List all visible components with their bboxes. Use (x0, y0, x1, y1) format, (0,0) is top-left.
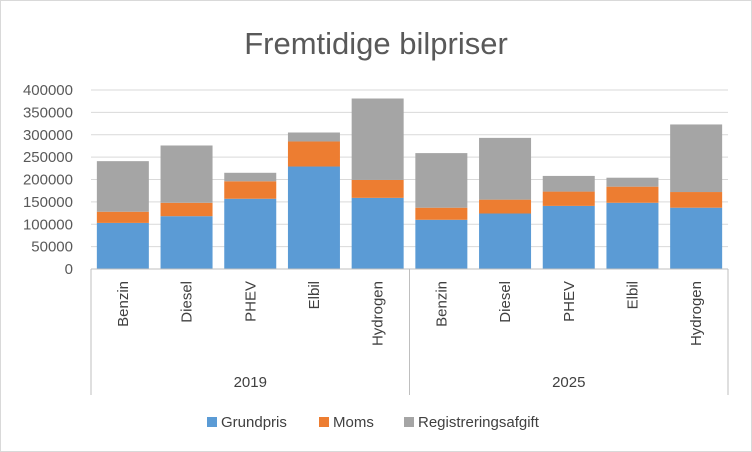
bar-segment-registreringsafgift (96, 161, 149, 212)
bar-segment-grundpris (670, 207, 723, 269)
x-category-label: Benzin (433, 281, 450, 327)
bar-segment-grundpris (160, 216, 213, 269)
y-tick-label: 400000 (23, 82, 73, 99)
bar-segment-grundpris (606, 202, 659, 269)
bar-segment-grundpris (96, 222, 149, 269)
bar-segment-moms (160, 202, 213, 217)
bar-segment-registreringsafgift (606, 177, 659, 187)
y-tick-label: 0 (65, 261, 73, 278)
x-category-label: PHEV (561, 281, 578, 322)
bar-segment-moms (606, 186, 659, 203)
y-tick-label: 350000 (23, 104, 73, 121)
x-category-label: Hydrogen (688, 281, 705, 346)
bar-segment-moms (479, 199, 532, 214)
bar-segment-registreringsafgift (351, 98, 404, 180)
bar-segment-registreringsafgift (224, 172, 277, 182)
y-tick-label: 100000 (23, 216, 73, 233)
y-tick-label: 300000 (23, 127, 73, 144)
bar-segment-moms (224, 181, 277, 199)
bar-segment-grundpris (415, 219, 468, 269)
bar-segment-moms (670, 192, 723, 208)
legend-label: Moms (333, 414, 374, 431)
chart-title: Fremtidige bilpriser (244, 26, 508, 61)
legend-swatch (207, 417, 217, 427)
bar-segment-registreringsafgift (287, 132, 340, 142)
x-category-label: Hydrogen (370, 281, 387, 346)
bar-segment-registreringsafgift (160, 145, 213, 203)
legend-swatch (404, 417, 414, 427)
x-group-label: 2019 (234, 374, 267, 391)
x-category-label: Benzin (115, 281, 132, 327)
bar-segment-moms (287, 141, 340, 167)
x-category-label: Diesel (497, 281, 514, 323)
bar-segment-grundpris (287, 166, 340, 269)
x-category-label: Elbil (624, 281, 641, 309)
bar-segment-grundpris (351, 197, 404, 269)
legend-label: Registreringsafgift (418, 414, 540, 431)
legend-label: Grundpris (221, 414, 287, 431)
bar-segment-registreringsafgift (542, 175, 595, 192)
bar-segment-registreringsafgift (415, 153, 468, 208)
x-category-label: Diesel (179, 281, 196, 323)
legend-swatch (319, 417, 329, 427)
x-category-label: Elbil (306, 281, 323, 309)
y-tick-label: 250000 (23, 149, 73, 166)
x-category-label: PHEV (242, 281, 259, 322)
bar-segment-moms (351, 179, 404, 198)
bar-segment-moms (415, 207, 468, 220)
y-tick-label: 150000 (23, 194, 73, 211)
bar-segment-registreringsafgift (670, 124, 723, 193)
bar-segment-grundpris (479, 213, 532, 269)
x-group-label: 2025 (552, 374, 585, 391)
bar-segment-registreringsafgift (479, 137, 532, 200)
bar-segment-grundpris (224, 198, 277, 269)
bar-segment-grundpris (542, 205, 595, 269)
y-tick-label: 50000 (31, 239, 73, 256)
bar-segment-moms (96, 211, 149, 223)
y-tick-label: 200000 (23, 172, 73, 189)
bar-segment-moms (542, 191, 595, 206)
